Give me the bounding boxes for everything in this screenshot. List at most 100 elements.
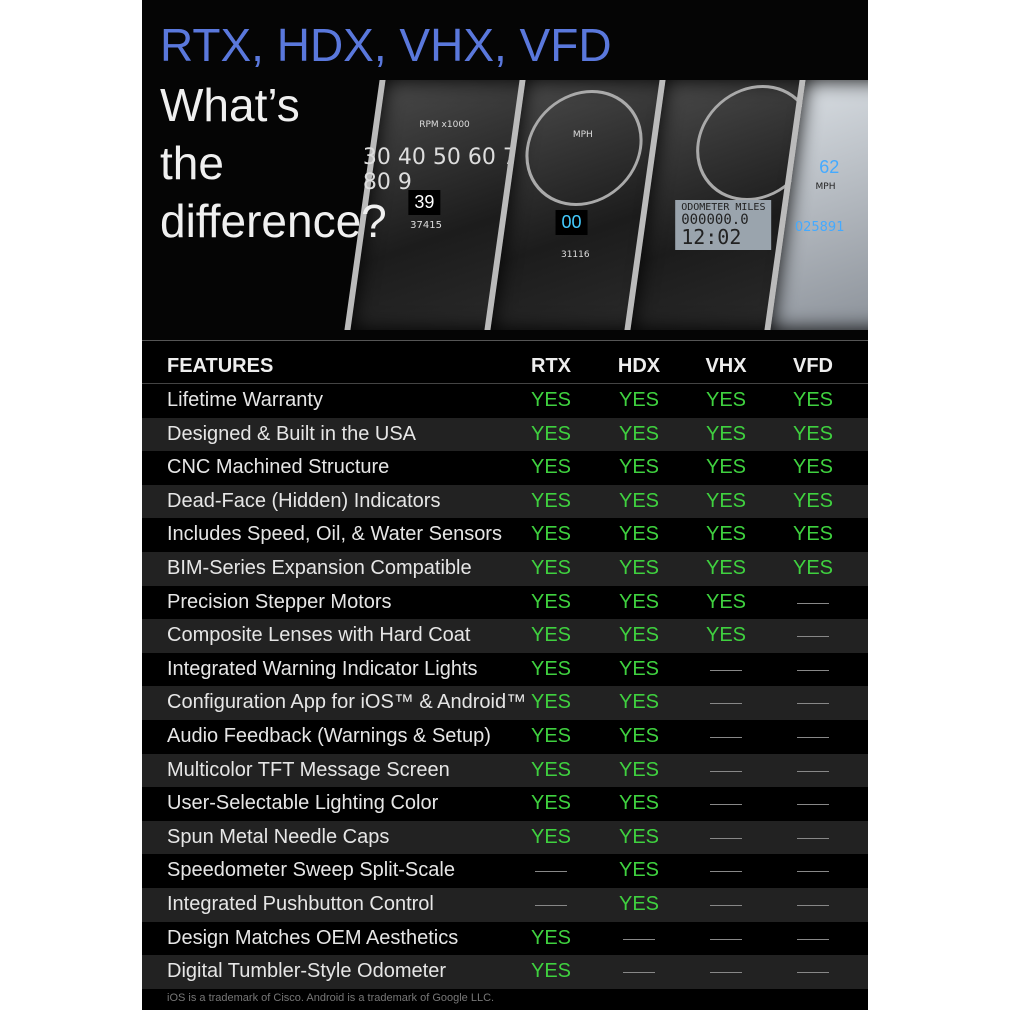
header-vfd: VFD [793,355,833,377]
header-vhx: VHX [705,355,747,377]
yes-mark: YES [530,926,572,949]
feature-name: Multicolor TFT Message Screen [167,758,450,781]
yes-mark: YES [530,825,572,848]
feature-name: Dead-Face (Hidden) Indicators [167,489,441,512]
vfd-speed: 62 [819,157,840,177]
table-row: User-Selectable Lighting Color YES YES [142,787,868,821]
yes-mark: YES [705,556,747,579]
yes-mark: YES [530,456,572,479]
dash-mark [710,837,742,839]
not-included-dash [686,653,766,671]
dash-mark [535,871,567,873]
dash-mark [797,938,829,940]
yes-mark: YES [530,556,572,579]
hero-banner: RPM x1000 30 40 50 60 70 80 9 39 37415 M… [142,0,868,340]
title-models: RTX, HDX, VHX, VFD [160,19,612,71]
not-included-dash [686,922,766,940]
trademark-footnote: iOS is a trademark of Cisco. Android is … [167,992,495,1004]
yes-mark: YES [792,456,834,479]
yes-mark: YES [792,389,834,411]
header-hdx: HDX [617,355,661,377]
table-row: Speedometer Sweep Split-Scale YES [142,854,868,888]
yes-mark: YES [530,523,572,546]
title-line: What’s [160,79,300,131]
dash-mark [710,804,742,806]
yes-mark: YES [705,422,747,445]
feature-name: CNC Machined Structure [167,456,390,479]
yes-mark: YES [618,556,660,579]
dash-mark [797,904,829,906]
yes-mark: YES [705,489,747,512]
yes-mark: YES [530,758,572,781]
dash-mark [710,972,742,974]
table-row: Includes Speed, Oil, & Water Sensors YES Y… [142,518,868,552]
dash-mark [710,770,742,772]
feature-name: User-Selectable Lighting Color [167,792,439,815]
table-row: Design Matches OEM Aesthetics YES [142,922,868,956]
table-row: BIM-Series Expansion Compatible YES YES YES… [142,551,868,586]
dash-mark [797,837,829,839]
hdx-dial [517,90,651,206]
not-included-dash [773,854,853,873]
not-included-dash [773,787,853,806]
hdx-unit: MPH [572,130,593,140]
yes-mark: YES [618,724,660,747]
feature-name: Integrated Pushbutton Control [167,892,434,915]
yes-mark: YES [705,456,747,479]
yes-mark: YES [530,489,572,512]
yes-mark: YES [530,691,572,714]
yes-mark: YES [618,456,660,479]
vfd-unit: MPH [815,182,836,192]
not-included-dash [599,955,679,974]
yes-mark: YES [530,657,572,680]
yes-mark: YES [705,523,747,546]
comparison-panel: RPM x1000 30 40 50 60 70 80 9 39 37415 M… [142,0,868,1010]
rtx-scale-label: RPM x1000 [419,120,470,130]
feature-name: Design Matches OEM Aesthetics [167,926,459,949]
yes-mark: YES [530,792,572,815]
feature-name: Designed & Built in the USA [167,422,417,445]
dash-mark [797,972,829,974]
feature-name: Audio Feedback (Warnings & Setup) [167,724,491,747]
dash-mark [710,871,742,873]
feature-name: Digital Tumbler-Style Odometer [167,960,446,983]
table-row: Designed & Built in the USA YES YES YES YES [142,417,868,452]
feature-name: Lifetime Warranty [167,389,323,411]
dash-mark [797,770,829,772]
yes-mark: YES [705,389,747,411]
not-included-dash [686,955,766,974]
yes-mark: YES [618,523,660,546]
dash-mark [710,703,742,705]
feature-name: Integrated Warning Indicator Lights [167,657,478,680]
dash-mark [797,602,829,604]
feature-comparison-table: FEATURES RTX HDX VHX VFD Lifetime Warran… [142,350,868,989]
not-included-dash [773,653,853,671]
rtx-screen: 39 [408,190,441,215]
yes-mark: YES [530,389,572,411]
dash-mark [535,904,567,906]
dash-mark [710,669,742,671]
not-included-dash [773,686,853,705]
not-included-dash [686,787,766,806]
yes-mark: YES [792,556,834,579]
feature-name: Precision Stepper Motors [167,590,392,613]
header-features: FEATURES [167,355,274,377]
feature-name: Includes Speed, Oil, & Water Sensors [167,523,502,546]
not-included-dash [686,686,766,705]
yes-mark: YES [792,489,834,512]
table-row: Multicolor TFT Message Screen YES YES [142,753,868,788]
yes-mark: YES [618,892,660,915]
table-row: Dead-Face (Hidden) Indicators YES YES YES YE… [142,484,868,519]
title-question: What’s the difference? [160,76,387,250]
table-header: FEATURES RTX HDX VHX VFD [142,350,868,384]
not-included-dash [686,854,766,873]
not-included-dash [773,754,853,772]
table-row: CNC Machined Structure YES YES YES YES [142,451,868,485]
yes-mark: YES [792,523,834,546]
dash-mark [797,804,829,806]
not-included-dash [511,854,591,873]
dash-mark [623,938,655,940]
not-included-dash [686,821,766,839]
table-row: Spun Metal Needle Caps YES YES [142,820,868,855]
dash-mark [797,871,829,873]
